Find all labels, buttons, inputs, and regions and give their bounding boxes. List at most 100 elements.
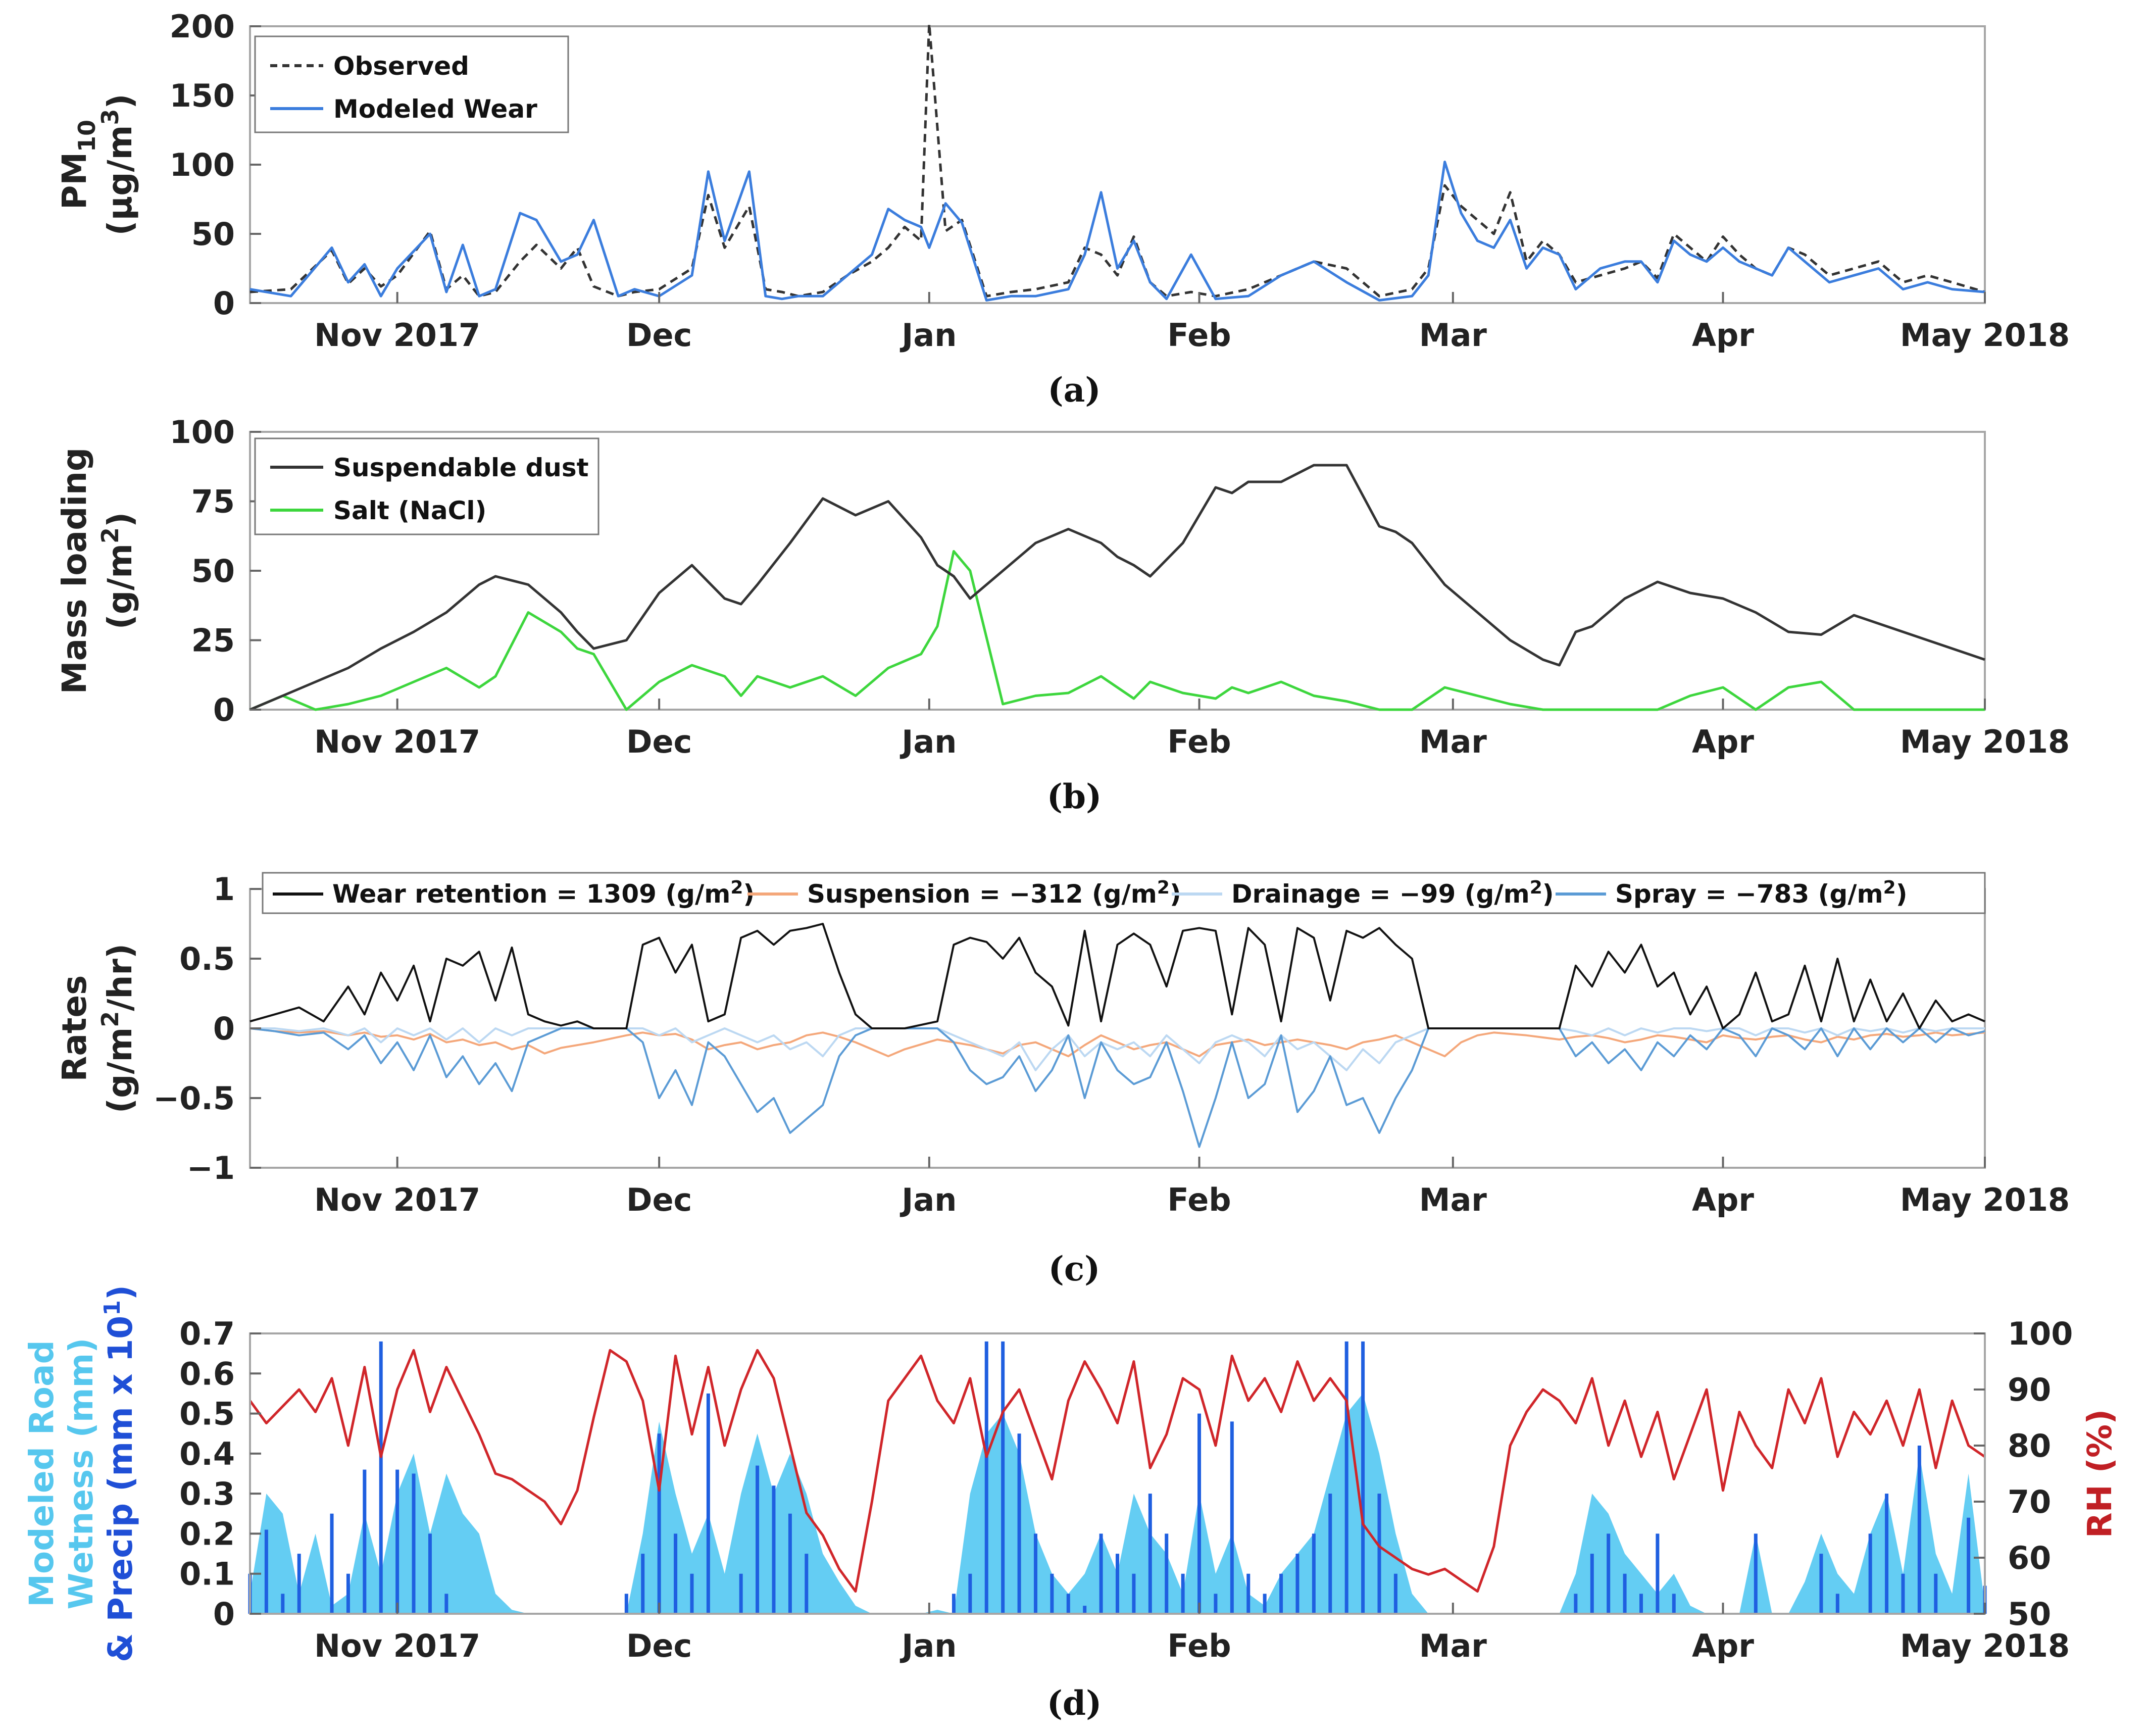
y-tick-label: 75 xyxy=(191,483,235,520)
y-axis-label-line2: Wetness (mm) xyxy=(62,1338,101,1610)
wear-retention-series xyxy=(249,923,1985,1029)
y-axis-label-line1: Mass loading xyxy=(55,448,94,694)
y-axis-label: Rates (g/m2/hr) xyxy=(55,944,139,1113)
y-axis-label-superscript: 1 xyxy=(99,1300,125,1316)
y-axis-label-close: ) xyxy=(101,1285,140,1300)
x-tick-label: Jan xyxy=(899,1627,957,1664)
y-axis-label-line1: PM10 xyxy=(55,120,101,210)
y-tick-label: 0.7 xyxy=(179,1315,235,1352)
legend-box xyxy=(262,872,1986,914)
x-tick-label: Feb xyxy=(1167,1627,1231,1664)
y-tick-label: 0.1 xyxy=(179,1556,235,1593)
legend-label: Suspension = −312 (g/m2) xyxy=(807,877,1181,909)
legend-label-text: Drainage = −99 (g/m xyxy=(1231,879,1530,909)
salt-series xyxy=(249,550,1985,711)
y-axis-label-line3-text: & Precip (mm x 10 xyxy=(101,1316,140,1662)
x-tick-label: Nov 2017 xyxy=(314,1181,480,1218)
plot-frame xyxy=(249,1332,1986,1615)
suspendable-dust-series xyxy=(249,464,1985,711)
y-axis-label-close: /hr) xyxy=(101,944,139,1011)
legend-label: Wear retention = 1309 (g/m2) xyxy=(332,877,755,909)
x-tick-label: Jan xyxy=(899,1181,957,1218)
y-tick-label: −1 xyxy=(187,1150,235,1186)
panel-caption: (b) xyxy=(1047,777,1102,816)
modeled-wear-series xyxy=(249,161,1985,302)
y-tick-label: 100 xyxy=(170,146,235,183)
x-tick-label: Apr xyxy=(1692,1627,1754,1664)
legend-c: Wear retention = 1309 (g/m2)Suspension =… xyxy=(262,872,1986,914)
y-axis-label-unit: (μg/m xyxy=(101,125,139,236)
x-tick-label: Dec xyxy=(626,1181,692,1218)
y-tick-label: 25 xyxy=(191,622,235,659)
legend-label-modeled: Modeled Wear xyxy=(333,94,537,124)
legend-label: Drainage = −99 (g/m2) xyxy=(1231,877,1554,909)
y-axis-label-subscript: 10 xyxy=(73,120,101,152)
panel-c: −1 −0.5 0 0.5 1 Nov 2017 Dec Jan Feb Mar Apr May 20… xyxy=(55,871,2070,1288)
y-tick-label: 50 xyxy=(191,553,235,589)
legend-label-text: Suspension = −312 (g/m xyxy=(807,879,1157,909)
y-axis-label-superscript: 2 xyxy=(96,527,124,543)
panel-d: 00.1 0.20.30.40.5 0.60.7 50 60 70 80 90 100 Nov 2… xyxy=(22,1285,2119,1723)
y-axis-label-unit: (g/m xyxy=(101,1027,139,1113)
y-tick-label: 90 xyxy=(2008,1371,2051,1408)
legend-box xyxy=(254,35,569,133)
observed-series xyxy=(249,22,1985,297)
legend-label-close: ) xyxy=(1542,879,1554,909)
rh-series xyxy=(248,1349,1986,1593)
y-tick-label: 1 xyxy=(213,871,235,908)
y-axis-label: Mass loading (g/m2) xyxy=(55,448,139,694)
x-tick-label: May 2018 xyxy=(1900,1627,2070,1664)
y-axis-label-superscript: 2 xyxy=(96,1011,124,1027)
panel-b: 0 25 50 75 100 Nov 2017 Dec Jan Feb Mar Apr May 201… xyxy=(55,414,2070,816)
x-tick-label: May 2018 xyxy=(1900,1181,2070,1218)
x-tick-label: Apr xyxy=(1692,1181,1754,1218)
y-tick-label: 150 xyxy=(170,77,235,114)
y-tick-label: 0.2 xyxy=(179,1515,235,1552)
y-axis-label-line2: (g/m2) xyxy=(96,512,139,629)
y-tick-label: 60 xyxy=(2008,1540,2051,1576)
y-tick-label: 0.6 xyxy=(179,1355,235,1392)
y-axis-label-unit: (g/m xyxy=(101,543,139,629)
y-tick-label: −0.5 xyxy=(153,1080,235,1117)
drainage-series xyxy=(250,1027,1985,1071)
x-tick-label: Mar xyxy=(1419,723,1487,760)
legend-label-close: ) xyxy=(1896,879,1908,909)
y-axis-label-left: Modeled Road Wetness (mm) & Precip (mm x 1… xyxy=(22,1285,140,1662)
x-tick-label: Jan xyxy=(899,723,957,760)
x-tick-label: Mar xyxy=(1419,317,1487,354)
legend-label-superscript: 2 xyxy=(730,877,743,898)
panel-caption: (d) xyxy=(1047,1683,1102,1723)
x-tick-label: Mar xyxy=(1419,1181,1487,1218)
y-tick-label: 0.5 xyxy=(179,1396,235,1432)
x-tick-label: Apr xyxy=(1692,723,1754,760)
legend-label-superscript: 2 xyxy=(1530,877,1542,898)
legend-a: Observed Modeled Wear xyxy=(254,35,569,133)
x-tick-label: May 2018 xyxy=(1900,317,2070,354)
y-tick-label: 80 xyxy=(2008,1427,2051,1464)
panel-a: 0 50 100 150 200 Nov 2017 Dec Jan Feb Mar Apr May 2… xyxy=(55,8,2070,410)
suspension-series xyxy=(249,1027,1985,1058)
y-tick-label: 200 xyxy=(170,8,235,45)
y-tick-label: 70 xyxy=(2008,1483,2051,1520)
y-tick-label: 0.4 xyxy=(179,1435,235,1472)
y-axis-label-line2: (μg/m3) xyxy=(96,93,139,235)
legend-label-superscript: 2 xyxy=(1157,877,1170,898)
y-axis-label-superscript: 3 xyxy=(96,109,124,125)
y-axis-label: PM10 (μg/m3) xyxy=(55,93,139,235)
x-tick-label: Nov 2017 xyxy=(314,723,480,760)
y-tick-label: 0 xyxy=(213,691,235,728)
x-tick-label: Apr xyxy=(1692,317,1754,354)
legend-label-observed: Observed xyxy=(333,52,469,81)
y-tick-label: 50 xyxy=(191,216,235,253)
x-tick-label: Feb xyxy=(1167,723,1231,760)
legend-b: Suspendable dust Salt (NaCl) xyxy=(254,437,599,535)
panel-caption: (c) xyxy=(1048,1249,1101,1288)
legend-label-text: Wear retention = 1309 (g/m xyxy=(332,879,730,909)
y-tick-label: 0 xyxy=(213,1010,235,1047)
y-tick-label: 0 xyxy=(213,1596,235,1632)
x-tick-label: Jan xyxy=(899,317,957,354)
y-axis-label-close: ) xyxy=(101,93,139,109)
x-tick-label: Dec xyxy=(626,1627,692,1664)
y-axis-label-line3: & Precip (mm x 101) xyxy=(99,1285,140,1662)
